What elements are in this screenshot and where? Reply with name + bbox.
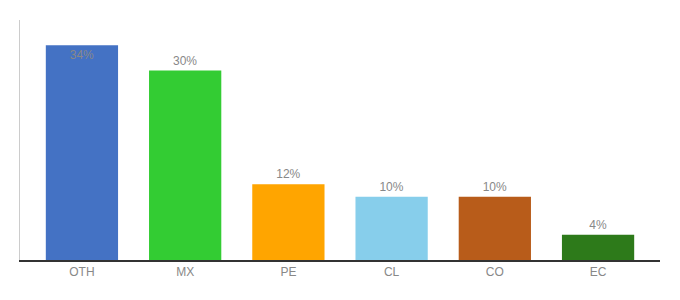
svg-text:34%: 34% <box>70 48 94 62</box>
svg-text:PE: PE <box>280 265 296 279</box>
svg-text:12%: 12% <box>276 167 300 181</box>
svg-text:CL: CL <box>384 265 400 279</box>
svg-text:4%: 4% <box>589 218 607 232</box>
svg-text:10%: 10% <box>483 180 507 194</box>
svg-text:10%: 10% <box>379 180 403 194</box>
svg-text:MX: MX <box>176 265 194 279</box>
svg-text:EC: EC <box>590 265 607 279</box>
svg-text:OTH: OTH <box>69 265 94 279</box>
svg-text:30%: 30% <box>173 54 197 68</box>
svg-text:CO: CO <box>486 265 504 279</box>
